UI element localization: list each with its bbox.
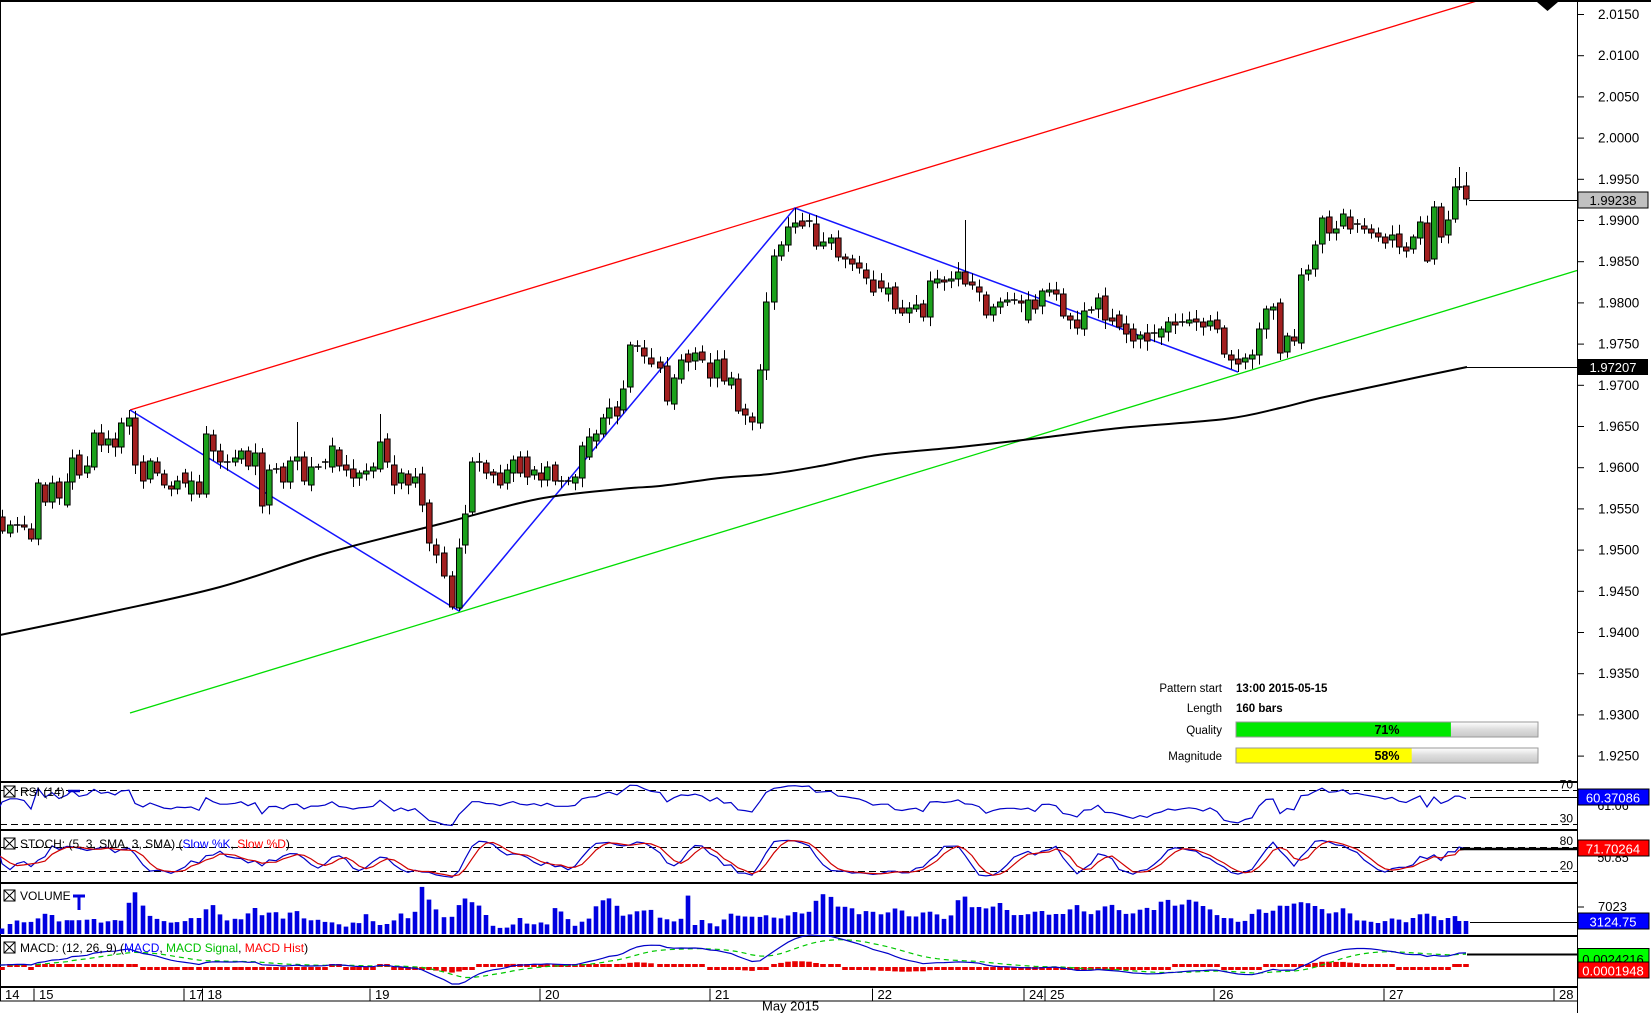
svg-text:VOLUME: VOLUME — [20, 889, 71, 903]
svg-text:2.0150: 2.0150 — [1598, 7, 1639, 22]
svg-text:1.9850: 1.9850 — [1598, 254, 1639, 269]
svg-text:3124.75: 3124.75 — [1590, 915, 1637, 930]
svg-text:21: 21 — [715, 987, 729, 1002]
svg-text:0.0001948: 0.0001948 — [1582, 964, 1643, 979]
svg-text:71%: 71% — [1374, 723, 1399, 737]
svg-text:Quality: Quality — [1186, 725, 1222, 737]
svg-text:2.0000: 2.0000 — [1598, 131, 1639, 146]
svg-text:13:00 2015-05-15: 13:00 2015-05-15 — [1236, 683, 1328, 695]
svg-text:27: 27 — [1389, 987, 1403, 1002]
svg-text:STOCH: (5, 3, SMA, 3, SMA) (Sl: STOCH: (5, 3, SMA, 3, SMA) (Slow %K, Slo… — [20, 837, 290, 851]
svg-text:14: 14 — [5, 987, 19, 1002]
svg-text:1.9400: 1.9400 — [1598, 625, 1639, 640]
svg-text:1.9250: 1.9250 — [1598, 749, 1639, 764]
svg-text:15: 15 — [39, 987, 53, 1002]
svg-text:1.9350: 1.9350 — [1598, 666, 1639, 681]
svg-text:19: 19 — [375, 987, 389, 1002]
svg-text:18: 18 — [208, 987, 222, 1002]
svg-text:Magnitude: Magnitude — [1168, 751, 1222, 763]
svg-text:160 bars: 160 bars — [1236, 703, 1283, 715]
svg-text:MACD: (12, 26, 9) (MACD, MACD: MACD: (12, 26, 9) (MACD, MACD Signal, MA… — [20, 941, 308, 955]
svg-text:Length: Length — [1187, 703, 1222, 715]
svg-text:80: 80 — [1560, 834, 1574, 848]
svg-text:1.9750: 1.9750 — [1598, 337, 1639, 352]
svg-text:1.9550: 1.9550 — [1598, 501, 1639, 516]
svg-text:22: 22 — [878, 987, 892, 1002]
svg-text:May 2015: May 2015 — [762, 999, 819, 1013]
svg-text:24: 24 — [1029, 987, 1043, 1002]
svg-text:30: 30 — [1560, 812, 1574, 826]
svg-text:1.9450: 1.9450 — [1598, 584, 1639, 599]
svg-text:28: 28 — [1559, 987, 1573, 1002]
svg-text:26: 26 — [1219, 987, 1233, 1002]
svg-text:58%: 58% — [1374, 749, 1399, 763]
svg-text:71.70264: 71.70264 — [1586, 842, 1640, 857]
svg-text:1.99238: 1.99238 — [1590, 193, 1637, 208]
svg-text:25: 25 — [1050, 987, 1064, 1002]
svg-text:2.0100: 2.0100 — [1598, 48, 1639, 63]
svg-text:1.9500: 1.9500 — [1598, 543, 1639, 558]
svg-text:1.97207: 1.97207 — [1590, 360, 1637, 375]
svg-text:1.9650: 1.9650 — [1598, 419, 1639, 434]
svg-text:7023: 7023 — [1598, 899, 1627, 914]
svg-text:1.9900: 1.9900 — [1598, 213, 1639, 228]
svg-text:Pattern start: Pattern start — [1159, 683, 1222, 695]
svg-text:20: 20 — [1560, 859, 1574, 873]
svg-text:1.9300: 1.9300 — [1598, 707, 1639, 722]
svg-text:60.37086: 60.37086 — [1586, 791, 1640, 806]
svg-text:2.0050: 2.0050 — [1598, 89, 1639, 104]
svg-text:1.9600: 1.9600 — [1598, 460, 1639, 475]
svg-text:20: 20 — [545, 987, 559, 1002]
svg-text:17: 17 — [189, 987, 203, 1002]
svg-text:1.9700: 1.9700 — [1598, 378, 1639, 393]
svg-text:70: 70 — [1560, 778, 1574, 792]
svg-text:1.9800: 1.9800 — [1598, 295, 1639, 310]
svg-text:RSI (14): RSI (14) — [20, 785, 65, 799]
svg-text:1.9950: 1.9950 — [1598, 172, 1639, 187]
